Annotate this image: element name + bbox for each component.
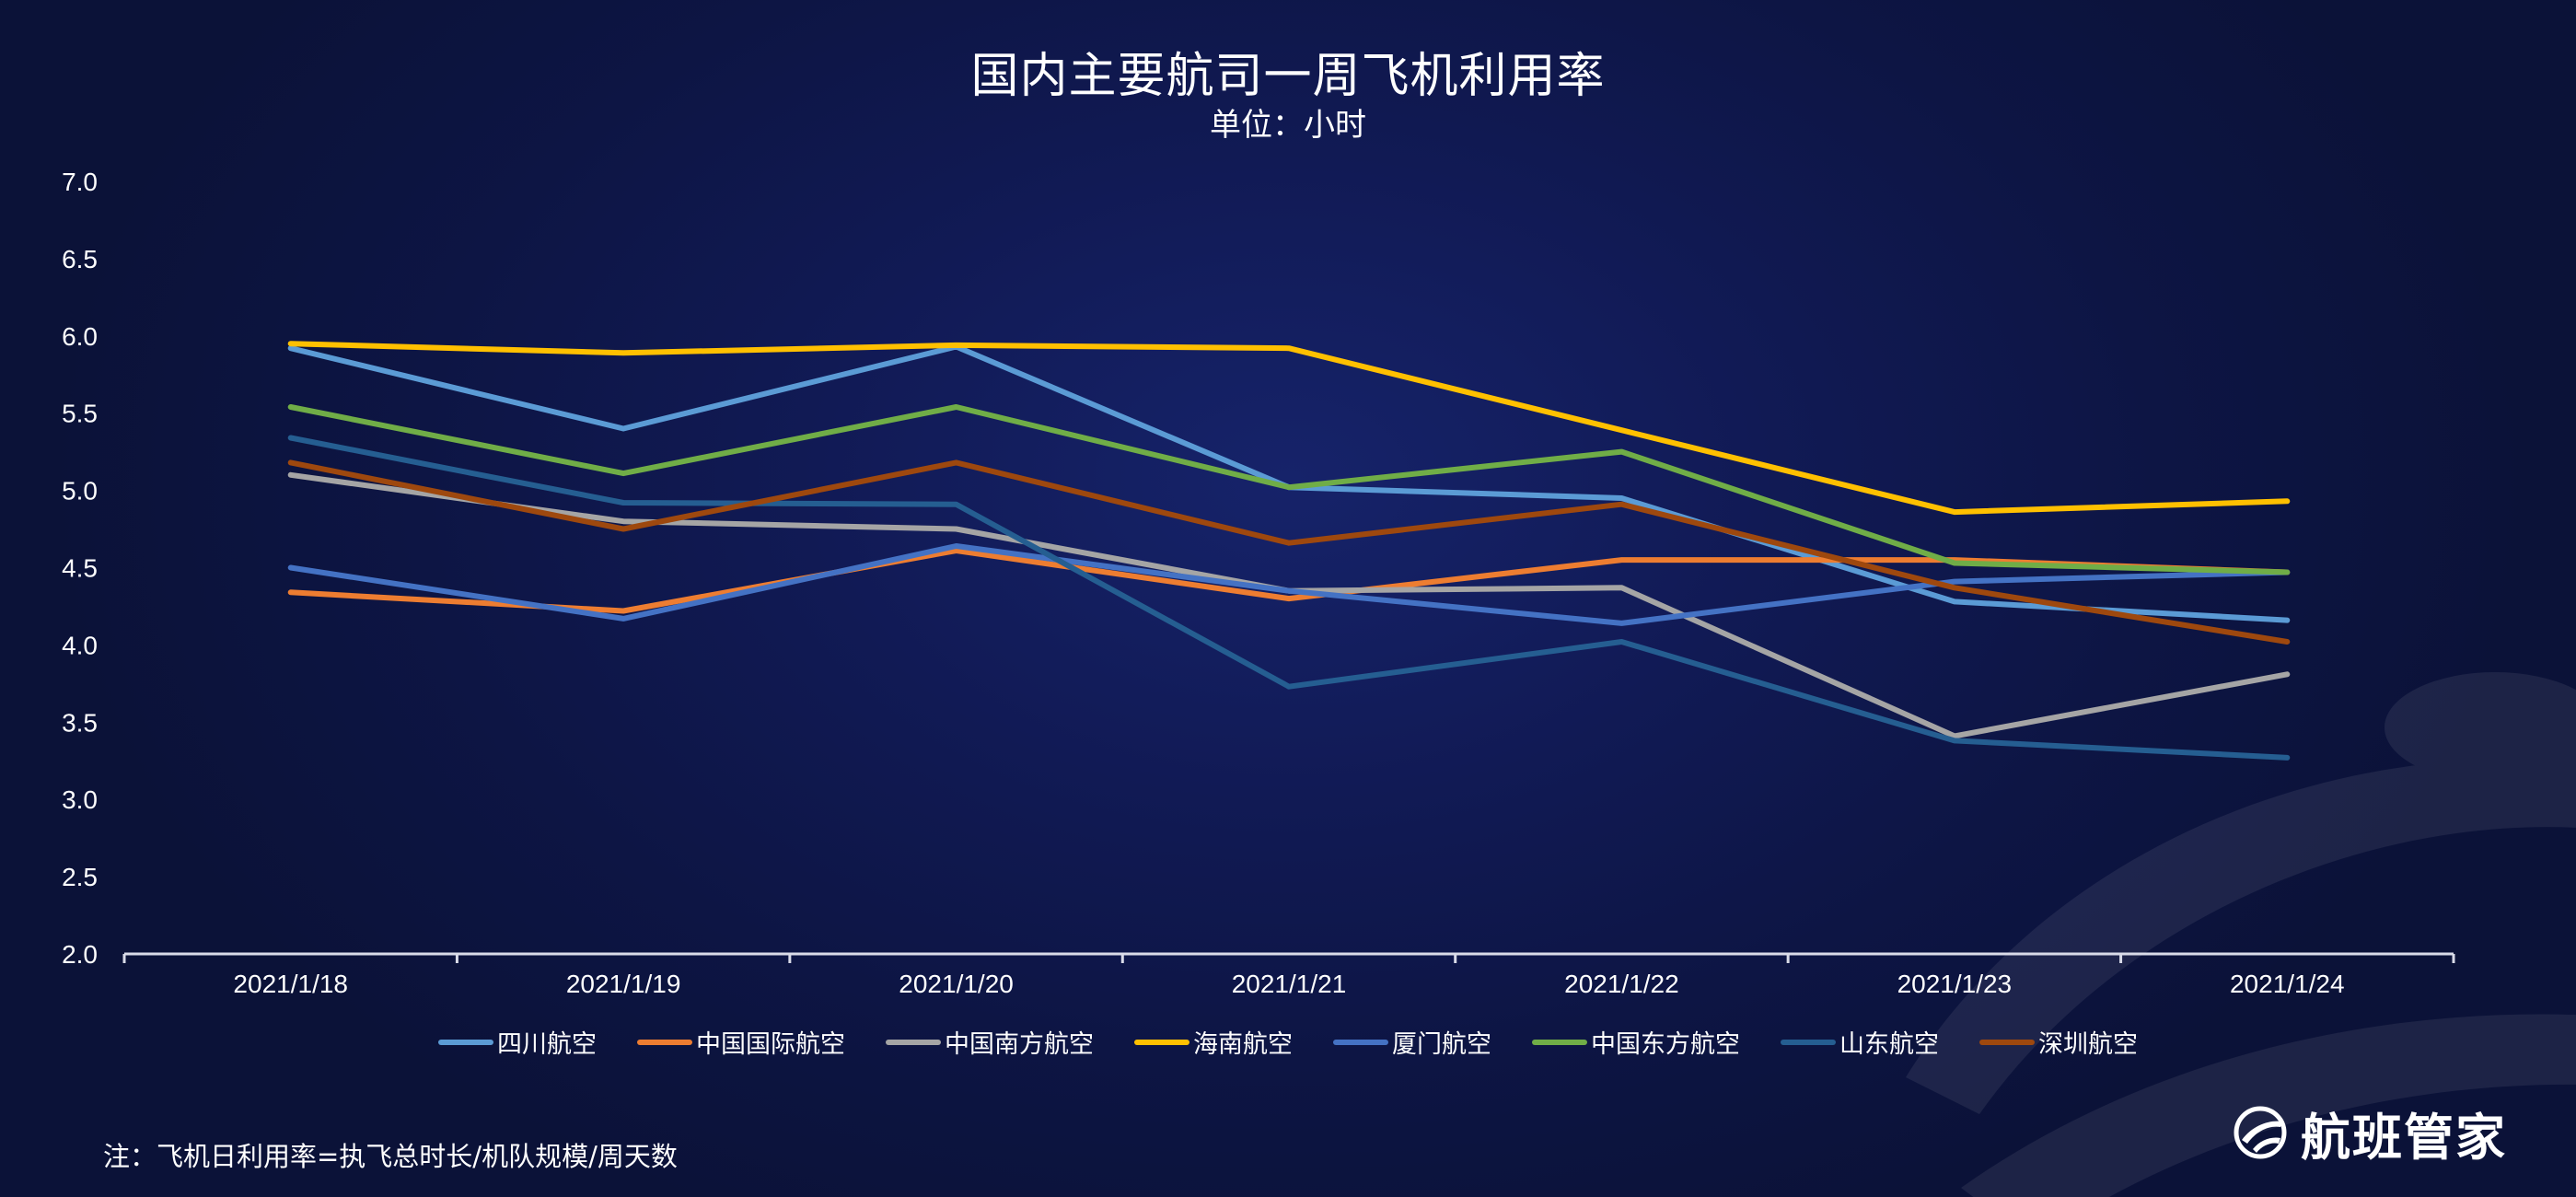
chart-subtitle: 单位：小时: [1210, 107, 1366, 144]
legend-swatch: [1979, 1039, 2035, 1045]
chart-legend: 四川航空 中国国际航空 中国南方航空 海南航空 厦门航空 中国东方航空 山东航空 深圳航空: [0, 1024, 2576, 1060]
series-line-8: [287, 459, 2291, 645]
series-line-4: [287, 341, 2291, 516]
y-axis-tick-labels: 2.0 2.5 3.0 3.5 4.0 4.5 5.0 5.5 6.0 6.5 7.0: [62, 168, 98, 969]
x-tick-label: 2021/1/21: [1232, 970, 1347, 998]
x-tick-label: 2021/1/24: [2230, 970, 2345, 998]
legend-label: 中国南方航空: [945, 1030, 1094, 1059]
airplane-globe-icon: [2234, 1106, 2287, 1159]
y-tick-label: 2.5: [62, 863, 98, 891]
series-line-6: [287, 404, 2291, 575]
series-line-7: [287, 435, 2291, 761]
y-tick-label: 6.0: [62, 322, 98, 351]
legend-swatch: [1532, 1039, 1587, 1045]
legend-label: 山东航空: [1839, 1030, 1939, 1059]
y-tick-label: 4.5: [62, 554, 98, 583]
legend-swatch: [438, 1039, 493, 1045]
legend-label: 中国东方航空: [1591, 1030, 1740, 1059]
legend-label: 四川航空: [497, 1030, 597, 1059]
series-line-5: [287, 543, 2291, 626]
series-line-2: [287, 548, 2291, 614]
legend-item: 四川航空: [438, 1024, 597, 1060]
brand-name: 航班管家: [2301, 1108, 2507, 1167]
legend-swatch: [637, 1039, 692, 1045]
footnote: 注：飞机日利用率=执飞总时长/机队规模/周天数: [103, 1141, 678, 1172]
legend-swatch: [886, 1039, 941, 1045]
legend-item: 山东航空: [1781, 1024, 1939, 1060]
x-tick-label: 2021/1/22: [1564, 970, 1679, 998]
legend-item: 深圳航空: [1979, 1024, 2138, 1060]
x-tick-label: 2021/1/19: [566, 970, 681, 998]
legend-label: 深圳航空: [2038, 1030, 2138, 1059]
legend-item: 中国东方航空: [1532, 1024, 1740, 1060]
y-tick-label: 7.0: [62, 168, 98, 196]
legend-item: 厦门航空: [1333, 1024, 1491, 1060]
x-tick-label: 2021/1/23: [1897, 970, 2013, 998]
watermark-logo-icon: [1906, 672, 2576, 1197]
legend-item: 中国国际航空: [637, 1024, 845, 1060]
y-tick-label: 5.5: [62, 400, 98, 428]
x-tick-label: 2021/1/20: [899, 970, 1014, 998]
y-tick-label: 3.5: [62, 708, 98, 737]
legend-item: 海南航空: [1134, 1024, 1293, 1060]
legend-item: 中国南方航空: [886, 1024, 1094, 1060]
x-axis: 2021/1/18 2021/1/19 2021/1/20 2021/1/21 2021…: [122, 952, 2455, 998]
legend-swatch: [1781, 1039, 1836, 1045]
y-tick-label: 5.0: [62, 477, 98, 506]
y-tick-label: 4.0: [62, 631, 98, 659]
legend-label: 厦门航空: [1392, 1030, 1491, 1059]
legend-label: 海南航空: [1193, 1030, 1293, 1059]
chart-title: 国内主要航司一周飞机利用率: [970, 49, 1606, 104]
brand-logo: 航班管家: [2233, 1103, 2507, 1167]
legend-swatch: [1134, 1039, 1189, 1045]
series-lines: [287, 341, 2291, 761]
y-tick-label: 2.0: [62, 940, 98, 969]
legend-swatch: [1333, 1039, 1388, 1045]
y-tick-label: 3.0: [62, 785, 98, 814]
y-tick-label: 6.5: [62, 245, 98, 273]
x-tick-label: 2021/1/18: [233, 970, 348, 998]
legend-label: 中国国际航空: [696, 1030, 845, 1059]
